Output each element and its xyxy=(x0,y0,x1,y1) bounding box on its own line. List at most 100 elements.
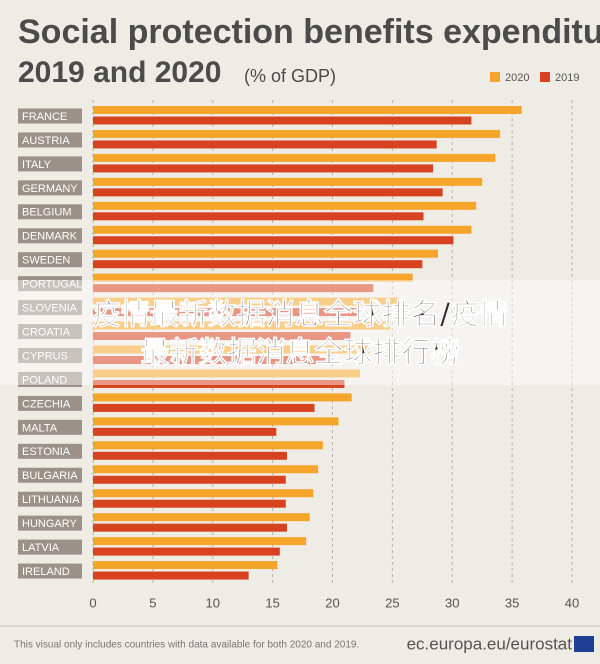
bar xyxy=(93,441,323,450)
bar xyxy=(93,212,424,221)
legend-swatch xyxy=(540,72,550,82)
overlay-text: 疫情最新数据消息全球排名/疫情 xyxy=(92,297,509,331)
bar xyxy=(93,188,443,197)
bar xyxy=(93,273,413,282)
category-label-bg xyxy=(18,300,82,316)
y-tick-label: POLAND xyxy=(22,374,67,386)
bar xyxy=(93,129,501,138)
x-tick-label: 30 xyxy=(445,595,459,610)
bar xyxy=(93,225,472,234)
category-label-bg xyxy=(18,156,82,172)
chart-title: Social protection benefits expenditure, xyxy=(18,13,600,51)
category-label-bg xyxy=(18,539,82,555)
bar xyxy=(93,475,286,484)
y-tick-label: AUSTRIA xyxy=(22,135,70,147)
y-tick-label: DENMARK xyxy=(22,231,78,243)
x-tick-label: 35 xyxy=(505,595,519,610)
bar xyxy=(93,537,307,546)
overlay-band xyxy=(0,280,600,385)
category-label-bg xyxy=(18,276,82,292)
x-tick-label: 40 xyxy=(565,595,579,610)
y-tick-label: ESTONIA xyxy=(22,446,71,458)
category-label-bg xyxy=(18,228,82,244)
bar xyxy=(93,260,423,269)
legend-swatch xyxy=(490,72,500,82)
bar xyxy=(93,321,390,330)
bar xyxy=(93,427,277,436)
y-tick-label: LITHUANIA xyxy=(22,494,80,506)
chart-title: 2019 and 2020 xyxy=(18,56,221,89)
bar xyxy=(93,140,437,149)
y-tick-label: SLOVENIA xyxy=(22,303,78,315)
bar xyxy=(93,513,310,522)
bar xyxy=(93,379,345,388)
bar xyxy=(93,153,496,162)
y-tick-label: HUNGARY xyxy=(22,518,77,530)
y-tick-label: BULGARIA xyxy=(22,470,78,482)
category-label-bg xyxy=(18,563,82,579)
bar xyxy=(93,297,400,306)
y-tick-label: MALTA xyxy=(22,422,58,434)
y-tick-label: GERMANY xyxy=(22,183,78,195)
footer-note: This visual only includes countries with… xyxy=(14,640,359,651)
y-tick-label: BELGIUM xyxy=(22,207,72,219)
legend-label: 2019 xyxy=(555,72,579,84)
category-label-bg xyxy=(18,515,82,531)
bar xyxy=(93,201,477,210)
bar xyxy=(93,489,314,498)
category-label-bg xyxy=(18,348,82,363)
x-tick-label: 20 xyxy=(325,595,339,610)
category-label-bg xyxy=(18,419,82,435)
bar xyxy=(93,369,361,378)
bar xyxy=(93,345,370,354)
category-label-bg xyxy=(18,324,82,340)
category-label-bg xyxy=(18,467,82,483)
bar xyxy=(93,451,287,460)
y-tick-label: FRANCE xyxy=(22,111,67,123)
bar xyxy=(93,308,361,317)
bar xyxy=(93,116,472,125)
bar xyxy=(93,523,287,532)
x-tick-label: 10 xyxy=(206,595,220,610)
overlay-text: 最新数据消息全球排行榜 xyxy=(140,335,459,369)
category-label-bg xyxy=(18,491,82,507)
y-tick-label: SWEDEN xyxy=(22,255,70,267)
y-tick-label: LATVIA xyxy=(22,542,60,554)
bar xyxy=(93,417,339,426)
bar xyxy=(93,236,454,245)
y-tick-label: CROATIA xyxy=(22,326,71,338)
bar xyxy=(93,571,249,580)
eu-flag xyxy=(574,636,594,652)
bar xyxy=(93,561,278,570)
x-tick-label: 15 xyxy=(265,595,279,610)
x-tick-label: 0 xyxy=(89,595,96,610)
bar xyxy=(93,499,286,508)
legend-label: 2020 xyxy=(505,72,529,84)
y-tick-label: IRELAND xyxy=(22,566,70,578)
category-label-bg xyxy=(18,443,82,459)
category-label-bg xyxy=(18,108,82,124)
category-label-bg xyxy=(18,371,82,387)
category-label-bg xyxy=(18,132,82,148)
bar xyxy=(93,547,280,556)
category-label-bg xyxy=(18,180,82,196)
category-label-bg xyxy=(18,395,82,411)
category-label-bg xyxy=(18,204,82,220)
y-tick-label: CZECHIA xyxy=(22,398,71,410)
bar xyxy=(93,249,438,258)
bar xyxy=(93,403,315,412)
bar xyxy=(93,465,319,474)
bar xyxy=(93,332,351,341)
y-tick-label: CYPRUS xyxy=(22,350,68,362)
bar xyxy=(93,106,522,114)
bar xyxy=(93,356,326,364)
footer-source: ec.europa.eu/eurostat xyxy=(407,634,573,653)
bar xyxy=(93,177,483,186)
category-label-bg xyxy=(18,252,82,268)
chart-subtitle: (% of GDP) xyxy=(244,66,336,86)
bar xyxy=(93,164,434,173)
bar xyxy=(93,393,352,402)
y-tick-label: PORTUGAL xyxy=(22,279,82,291)
